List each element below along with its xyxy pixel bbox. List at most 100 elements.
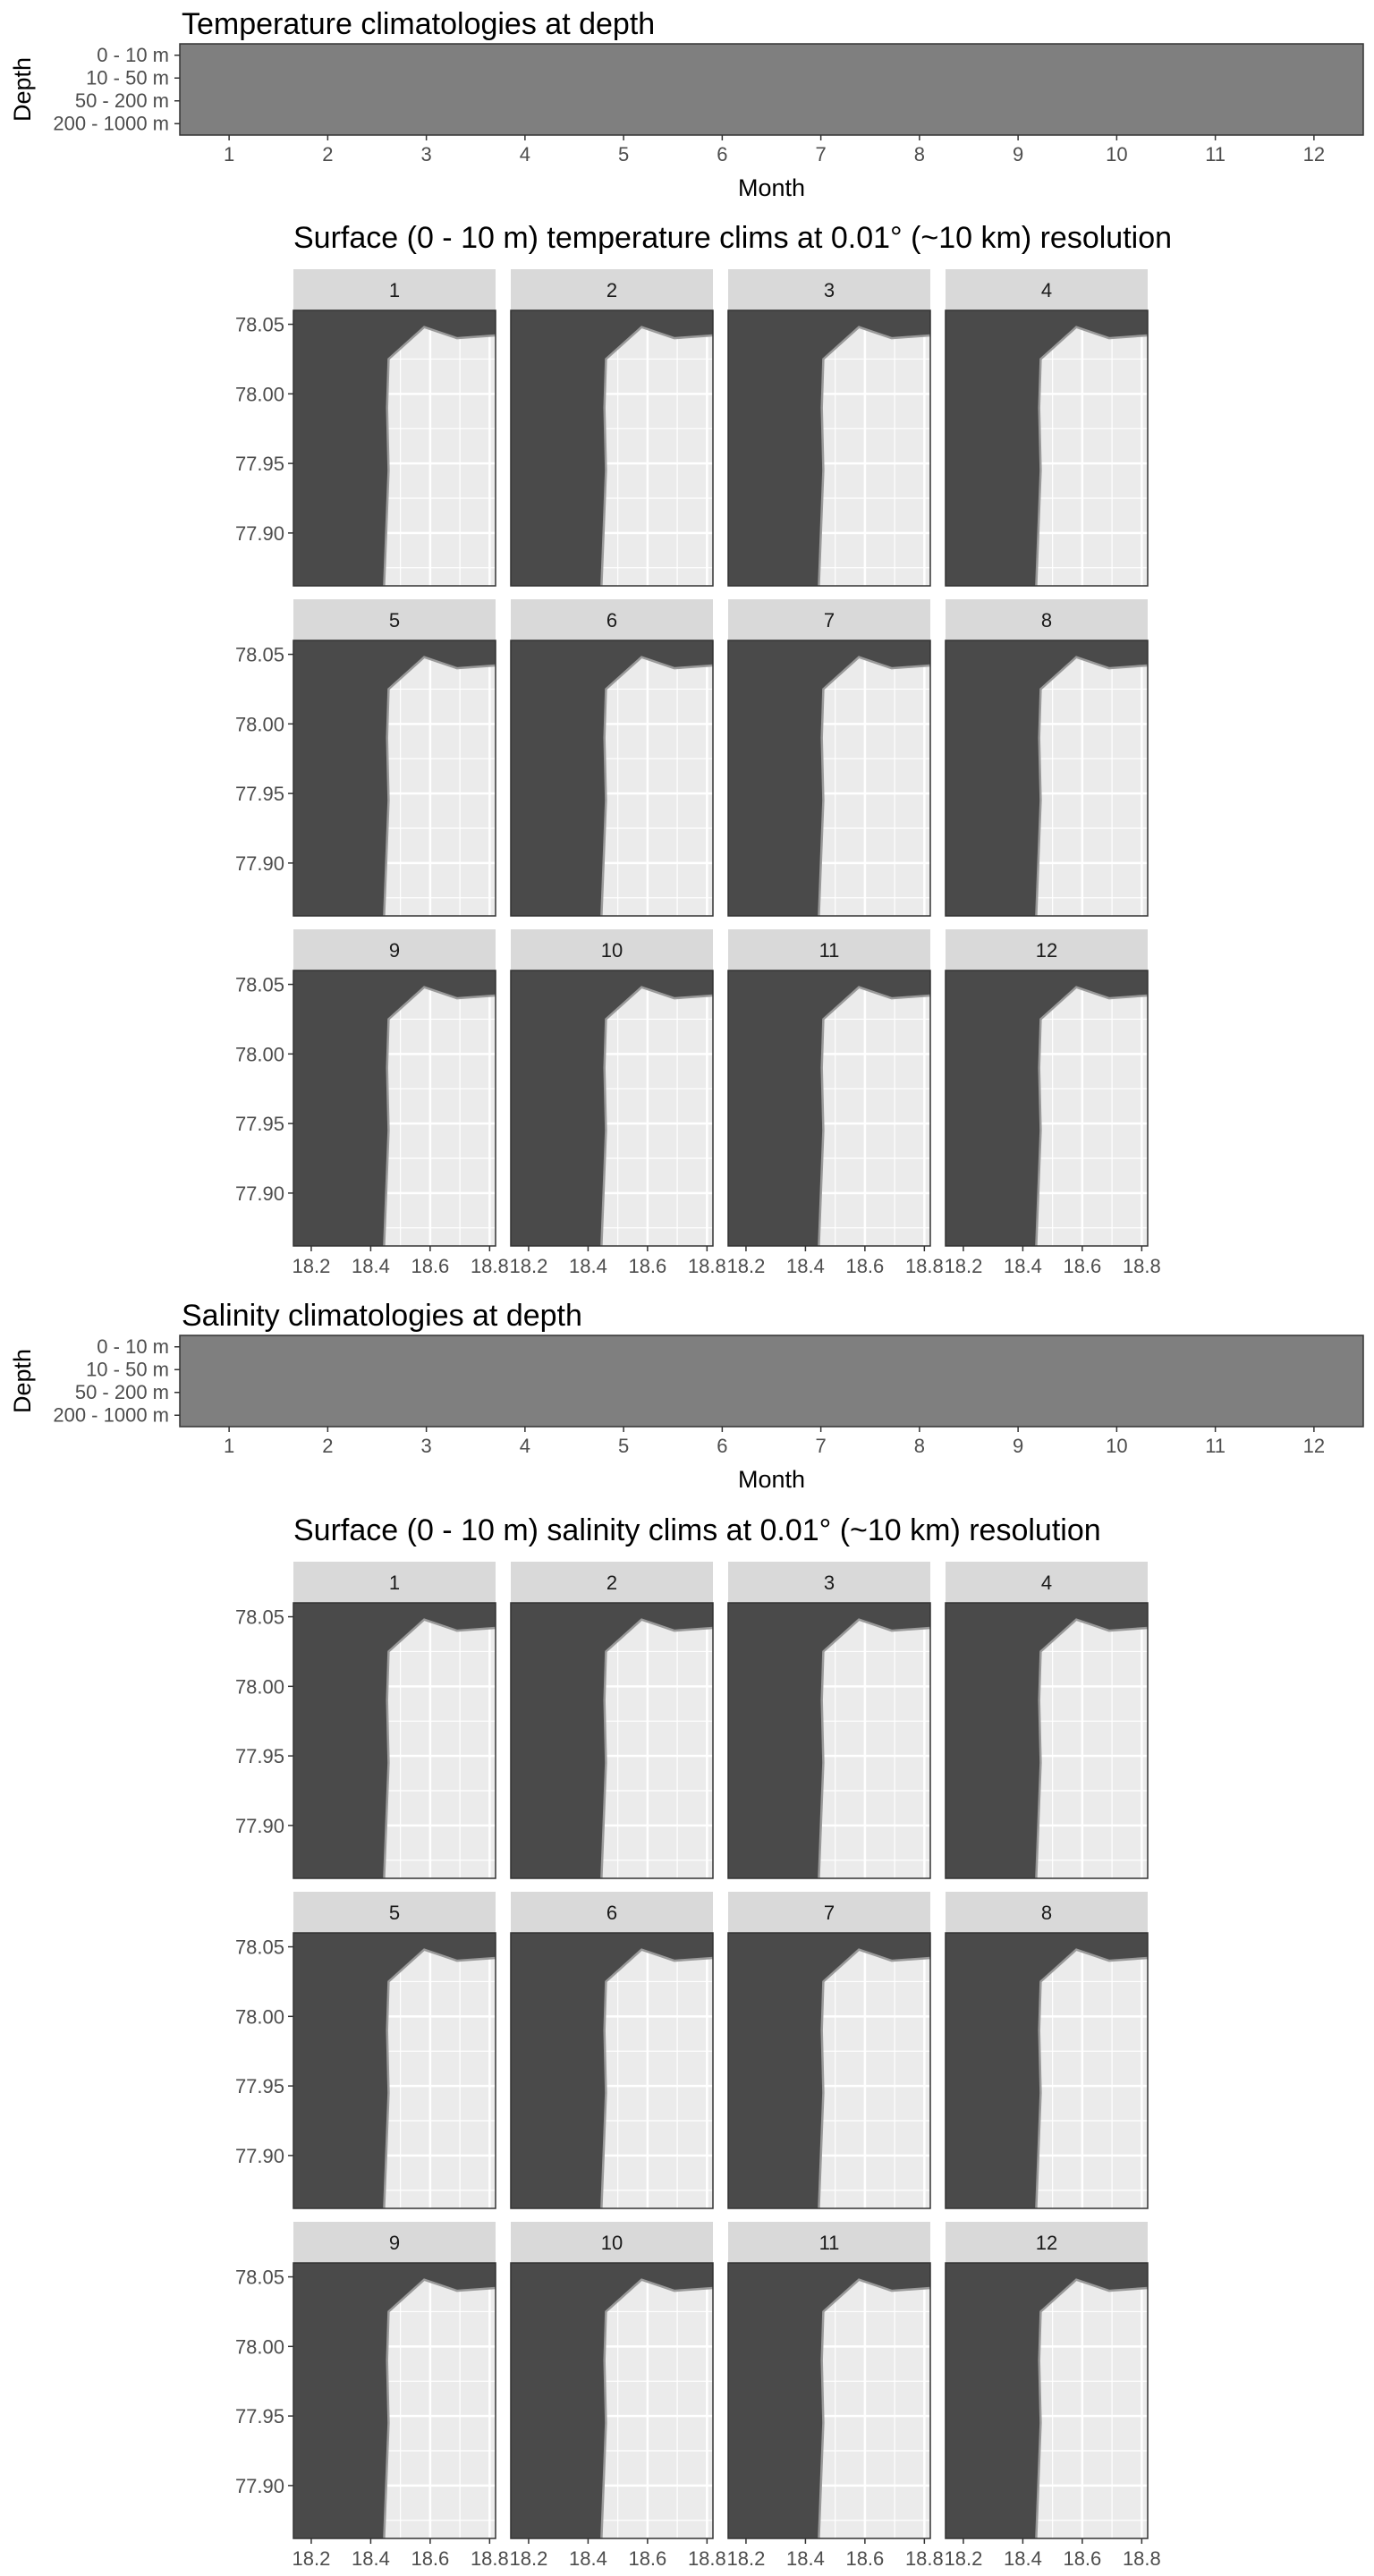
facet-strip-label: 11 (819, 2232, 840, 2254)
month-tick-label: 4 (520, 143, 530, 165)
facet-panel-4: 4 (945, 1562, 1149, 1879)
coastline (600, 326, 714, 587)
month-tick-label: 5 (618, 143, 629, 165)
facet-panel-5: 5 77.90 77.95 78.00 78.05 (235, 599, 496, 917)
coastline (1035, 2278, 1149, 2539)
lon-tick-label: 18.2 (945, 1255, 983, 1277)
facet-strip (728, 2222, 930, 2263)
facet-strip-label: 8 (1041, 1902, 1052, 1924)
facet-panel-11: 11 18.2 18.4 18.6 18.8 (727, 2222, 944, 2570)
lon-tick-label: 18.4 (569, 2547, 607, 2570)
lon-tick-label: 18.4 (352, 2547, 390, 2570)
panel-border (727, 1602, 931, 1879)
lat-tick-label: 77.90 (235, 2475, 284, 2497)
lon-tick-label: 18.6 (411, 2547, 449, 2570)
lat-tick-label: 78.00 (235, 713, 284, 735)
panel-border (510, 309, 714, 587)
panel-border (727, 970, 931, 1247)
panel-border (293, 970, 496, 1247)
panel-border (293, 1602, 496, 1879)
facet-strip (728, 269, 930, 310)
lon-tick-label: 18.6 (628, 1255, 666, 1277)
facet-strip-label: 10 (601, 2232, 623, 2254)
depth-tick-label: 10 - 50 m (86, 1358, 169, 1380)
heatmap-xlabel: Month (738, 174, 805, 201)
lon-tick-label: 18.8 (1123, 2547, 1161, 2570)
facet-strip (946, 2222, 1148, 2263)
panel-border (510, 1602, 714, 1879)
facet-panel-11: 11 18.2 18.4 18.6 18.8 (727, 929, 944, 1277)
land-polygon (728, 1603, 930, 1878)
facet-panel-4: 4 (945, 269, 1149, 587)
lat-tick-label: 77.95 (235, 1113, 284, 1135)
coastline (818, 656, 931, 917)
coastline (1035, 656, 1149, 917)
coastline (383, 1948, 496, 2209)
facet-strip (511, 1892, 713, 1933)
land-polygon (946, 970, 1148, 1246)
lon-tick-label: 18.2 (293, 2547, 331, 2570)
lon-tick-label: 18.2 (727, 2547, 766, 2570)
month-tick-label: 11 (1205, 143, 1226, 165)
lon-tick-label: 18.6 (411, 1255, 449, 1277)
panel-border (727, 2262, 931, 2539)
lon-tick-label: 18.8 (471, 2547, 509, 2570)
facet-strip (946, 1562, 1148, 1603)
facet-strip-label: 4 (1041, 1572, 1052, 1594)
facet-strip-label: 7 (824, 1902, 835, 1924)
lat-tick-label: 78.00 (235, 383, 284, 405)
land-polygon (293, 640, 496, 916)
coastline (1035, 986, 1149, 1247)
lat-tick-label: 78.05 (235, 1936, 284, 1959)
month-tick-label: 9 (1013, 143, 1023, 165)
coastline (818, 1948, 931, 2209)
month-tick-label: 3 (421, 1435, 432, 1457)
panel-border (945, 309, 1149, 587)
facet-strip (293, 599, 496, 640)
facet-panel-7: 7 (727, 599, 931, 917)
maps-title: Surface (0 - 10 m) salinity clims at 0.0… (293, 1513, 1101, 1547)
coastline (383, 1618, 496, 1879)
month-tick-label: 6 (717, 1435, 727, 1457)
lon-tick-label: 18.8 (688, 2547, 726, 2570)
month-tick-label: 1 (224, 1435, 234, 1457)
lon-tick-label: 18.4 (352, 1255, 390, 1277)
lon-tick-label: 18.8 (905, 1255, 944, 1277)
heatmap-fill (179, 43, 1364, 136)
panel-border (510, 970, 714, 1247)
lat-tick-label: 77.95 (235, 783, 284, 805)
land-polygon (511, 1603, 713, 1878)
land-polygon (293, 2263, 496, 2538)
facet-panel-1: 1 77.90 77.95 78.00 78.05 (235, 269, 496, 587)
lat-tick-label: 78.00 (235, 1675, 284, 1698)
heatmap-fill (179, 1335, 1364, 1428)
depth-tick-label: 10 - 50 m (86, 66, 169, 89)
lon-tick-label: 18.2 (945, 2547, 983, 2570)
depth-tick-label: 0 - 10 m (97, 1335, 169, 1358)
lat-tick-label: 77.90 (235, 1815, 284, 1837)
lon-tick-label: 18.8 (471, 1255, 509, 1277)
facet-strip (728, 599, 930, 640)
facet-panel-12: 12 18.2 18.4 18.6 18.8 (945, 929, 1161, 1277)
lat-tick-label: 77.90 (235, 522, 284, 545)
coastline (600, 1618, 714, 1879)
land-polygon (293, 310, 496, 586)
lon-tick-label: 18.4 (786, 1255, 825, 1277)
facet-strip-label: 9 (389, 939, 400, 962)
facet-strip (293, 929, 496, 970)
facet-panel-2: 2 (510, 1562, 714, 1879)
lat-tick-label: 77.90 (235, 852, 284, 875)
heatmap-ylabel: Depth (9, 1349, 36, 1413)
month-tick-label: 3 (421, 143, 432, 165)
facet-strip (511, 2222, 713, 2263)
month-tick-label: 10 (1106, 1435, 1127, 1457)
panel-border (510, 640, 714, 917)
lon-tick-label: 18.2 (510, 1255, 548, 1277)
depth-tick-label: 0 - 10 m (97, 44, 169, 66)
month-tick-label: 8 (914, 1435, 925, 1457)
lon-tick-label: 18.4 (569, 1255, 607, 1277)
coastline (1035, 326, 1149, 587)
land-polygon (946, 640, 1148, 916)
